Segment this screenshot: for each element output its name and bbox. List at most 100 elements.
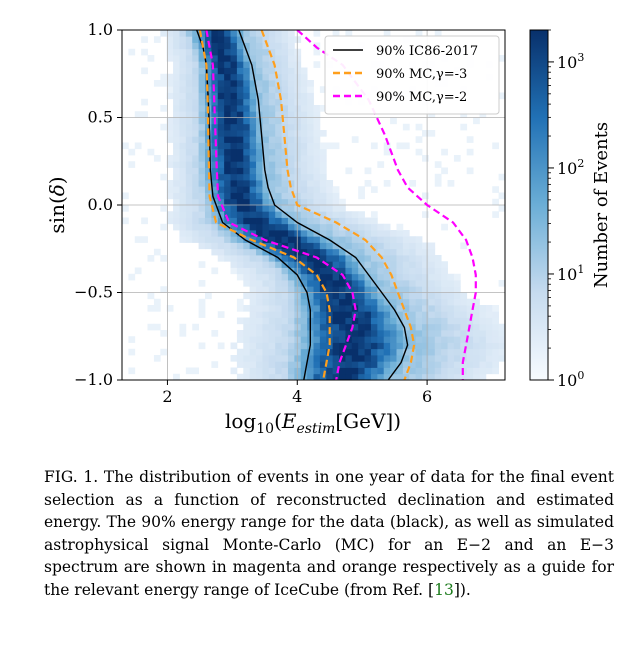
heatmap-cell [345,342,353,350]
svg-text:log10(Eestim[GeV]): log10(Eestim[GeV]) [225,409,401,437]
heatmap-cell [390,317,397,325]
heatmap-cell [453,273,461,281]
heatmap-cell [287,36,295,43]
heatmap-cell [345,223,353,231]
heatmap-cell [256,355,263,362]
heatmap-cell [294,223,302,231]
heatmap-cell [173,142,180,150]
heatmap-cell [307,105,314,112]
heatmap-cell [185,205,193,212]
heatmap-cell [294,67,302,75]
heatmap-cell [179,42,187,50]
heatmap-cell [147,55,155,62]
heatmap-cell [300,348,308,356]
heatmap-cell [447,373,455,380]
heatmap-cell [236,167,244,175]
heatmap-cell [236,42,244,50]
heatmap-cell [173,223,180,231]
heatmap-cell [326,348,334,356]
heatmap-cell [294,48,302,56]
heatmap-cell [370,236,378,243]
heatmap-cell [447,367,455,375]
heatmap-cell [287,342,295,350]
heatmap-cell [377,161,385,168]
heatmap-cell [345,167,353,175]
heatmap-cell [415,242,423,250]
heatmap-cell [249,136,257,143]
heatmap-cell [300,286,308,293]
heatmap-cell [185,186,193,193]
heatmap-cell [479,323,487,331]
heatmap-cell [224,30,231,37]
heatmap-cell [307,205,314,212]
heatmap-cell [192,161,199,168]
heatmap-cell [268,336,276,343]
heatmap-cell [307,123,314,131]
heatmap-cell [230,180,238,187]
heatmap-cell [243,117,251,125]
heatmap-cell [319,367,327,375]
heatmap-cell [294,342,302,350]
heatmap-cell [326,230,334,237]
heatmap-cell [294,255,302,262]
heatmap-cell [173,111,180,118]
heatmap-cell [153,80,161,87]
heatmap-cell [460,342,468,350]
heatmap-cell [281,348,289,356]
heatmap-cell [466,317,474,325]
heatmap-cell [287,161,295,168]
heatmap-cell [326,186,334,193]
heatmap-cell [326,280,334,287]
heatmap-cell [173,173,180,181]
heatmap-cell [434,317,442,325]
heatmap-cell [249,198,257,206]
heatmap-cell [492,336,500,343]
heatmap-cell [332,205,340,212]
heatmap-cell [415,305,423,312]
heatmap-cell [211,142,219,150]
heatmap-cell [300,186,308,193]
heatmap-cell [185,180,193,187]
heatmap-cell [370,305,378,312]
heatmap-cell [281,230,289,237]
heatmap-cell [249,148,257,156]
caption-reference-link[interactable]: 13 [434,580,454,599]
heatmap-cell [339,292,346,300]
heatmap-cell [275,186,282,193]
heatmap-cell [492,323,500,331]
heatmap-cell [173,67,180,75]
heatmap-cell [275,311,282,318]
heatmap-cell [249,92,257,100]
heatmap-cell [256,286,263,293]
heatmap-cell [287,255,295,262]
heatmap-cell [415,286,423,293]
heatmap-cell [281,323,289,331]
figure-caption: FIG. 1. The distribution of events in on… [44,466,614,601]
heatmap-cell [230,130,238,137]
heatmap-cell [294,130,302,137]
heatmap-cell [249,180,257,187]
heatmap-cell [198,167,206,175]
heatmap-cell [141,67,148,75]
heatmap-cell [447,342,455,350]
heatmap-cell [415,361,423,368]
heatmap-cell [319,173,327,181]
heatmap-cell [256,161,263,168]
heatmap-cell [281,186,289,193]
heatmap-cell [160,105,168,112]
heatmap-cell [275,342,282,350]
heatmap-cell [275,55,282,62]
heatmap-cell [453,361,461,368]
heatmap-cell [313,123,321,131]
heatmap-cell [166,30,174,37]
heatmap-cell [268,305,276,312]
heatmap-cell [434,292,442,300]
heatmap-cell [236,223,244,231]
heatmap-cell [230,61,238,68]
heatmap-cell [300,180,308,187]
heatmap-cell [332,330,340,337]
heatmap-cell [249,286,257,293]
heatmap-cell [473,298,480,306]
heatmap-cell [224,111,231,118]
